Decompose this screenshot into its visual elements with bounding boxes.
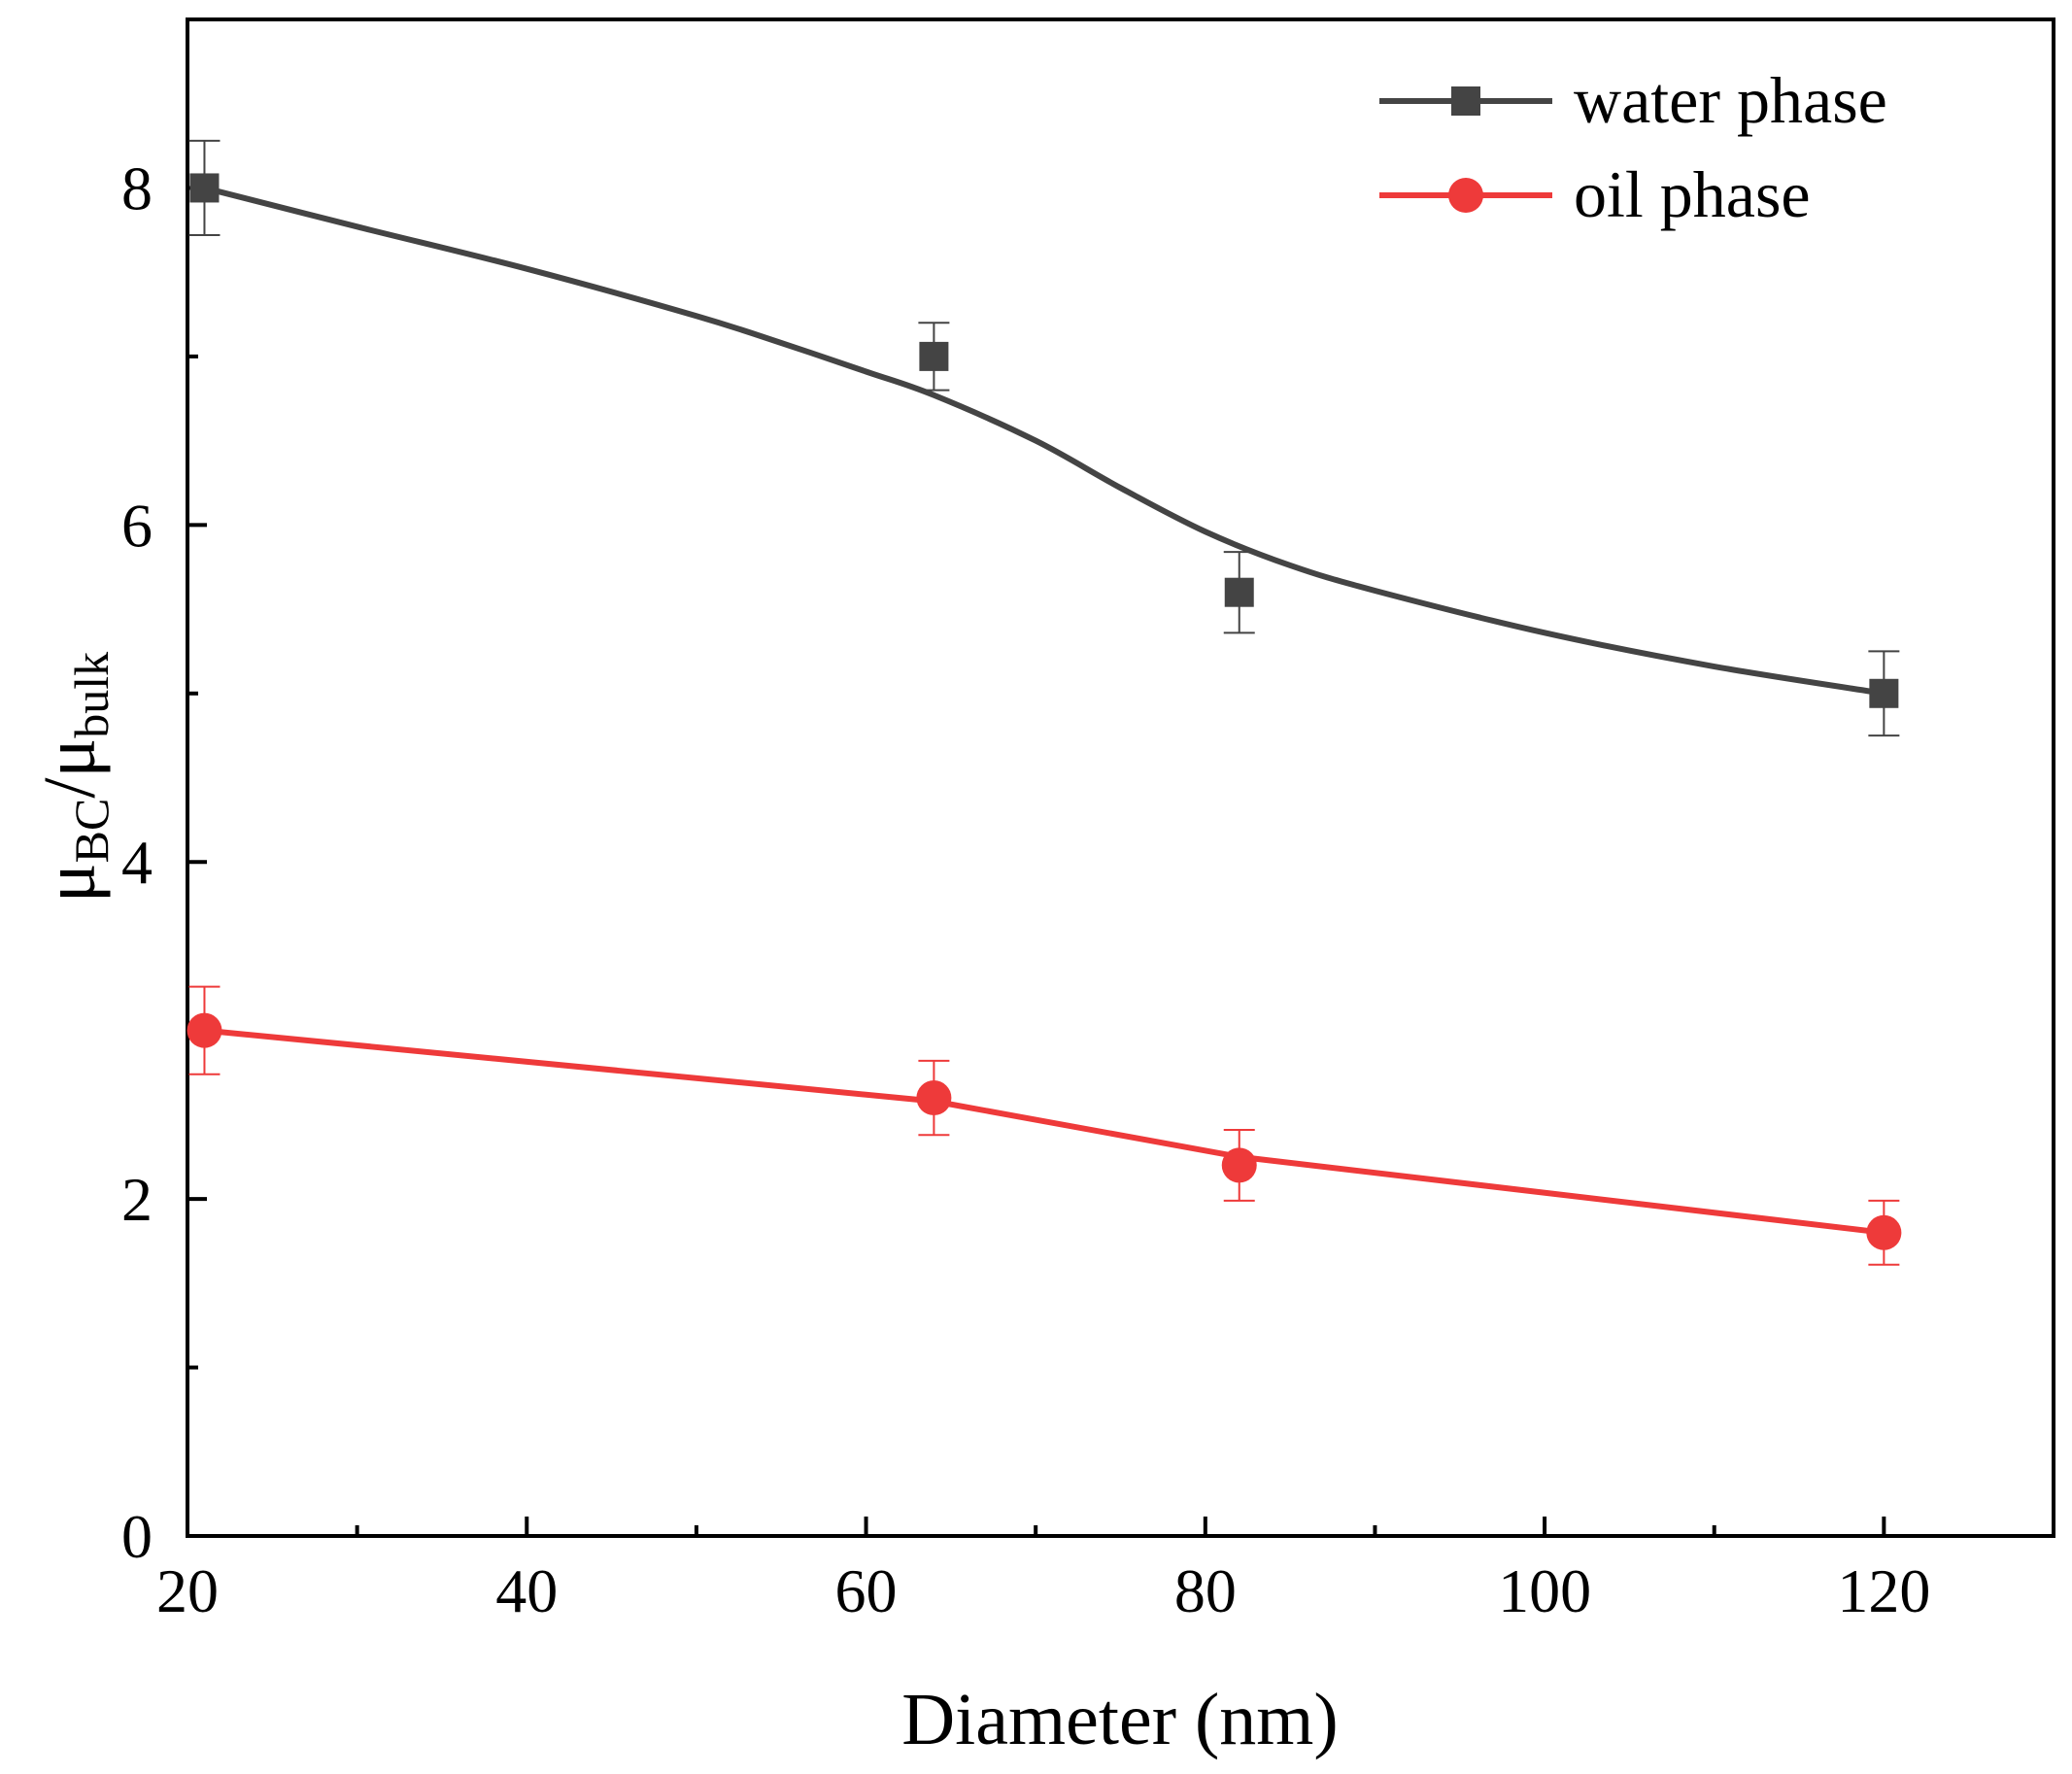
data-point-water bbox=[1224, 577, 1254, 607]
data-point-water bbox=[919, 341, 949, 371]
y-axis-title-base2: μ bbox=[29, 738, 111, 778]
data-point-oil bbox=[1866, 1214, 1902, 1250]
plot-frame bbox=[186, 17, 2055, 1538]
series-line-water bbox=[203, 185, 1885, 697]
series-layer bbox=[187, 139, 1902, 1266]
y-axis: 0 2 4 6 8 bbox=[121, 154, 207, 1571]
y-axis-title-sub1: BC bbox=[64, 799, 119, 864]
y-tick-label: 2 bbox=[121, 1165, 153, 1234]
x-tick-label: 60 bbox=[835, 1556, 898, 1625]
x-tick-label: 80 bbox=[1174, 1556, 1237, 1625]
y-tick-label: 6 bbox=[121, 491, 153, 560]
legend-marker-water bbox=[1451, 86, 1480, 116]
x-tick-label: 40 bbox=[495, 1556, 558, 1625]
legend-label-water: water phase bbox=[1574, 63, 1887, 137]
x-tick-label: 20 bbox=[156, 1556, 219, 1625]
y-tick-label: 8 bbox=[121, 154, 153, 222]
y-axis-title-slash: / bbox=[29, 777, 111, 799]
data-point-oil bbox=[1221, 1147, 1257, 1183]
legend-label-oil: oil phase bbox=[1574, 157, 1811, 231]
y-axis-title-base1: μ bbox=[29, 863, 111, 903]
legend: water phase oil phase bbox=[1379, 63, 1887, 231]
series-line-oil bbox=[204, 1027, 1885, 1236]
data-point-oil bbox=[187, 1012, 222, 1048]
y-tick-label: 4 bbox=[121, 828, 153, 897]
y-axis-title: μBC/μbulk bbox=[29, 652, 119, 903]
data-point-water bbox=[1869, 678, 1899, 708]
x-axis-title: Diameter (nm) bbox=[901, 1679, 1338, 1760]
legend-marker-oil bbox=[1448, 178, 1483, 213]
x-tick-label: 100 bbox=[1498, 1556, 1591, 1625]
data-point-water bbox=[189, 173, 220, 203]
data-point-oil bbox=[916, 1080, 952, 1116]
x-axis: 20 40 60 80 100 120 bbox=[156, 1517, 1930, 1625]
y-axis-title-sub2: bulk bbox=[64, 652, 119, 738]
x-tick-label: 120 bbox=[1837, 1556, 1930, 1625]
y-tick-label: 0 bbox=[121, 1502, 153, 1571]
